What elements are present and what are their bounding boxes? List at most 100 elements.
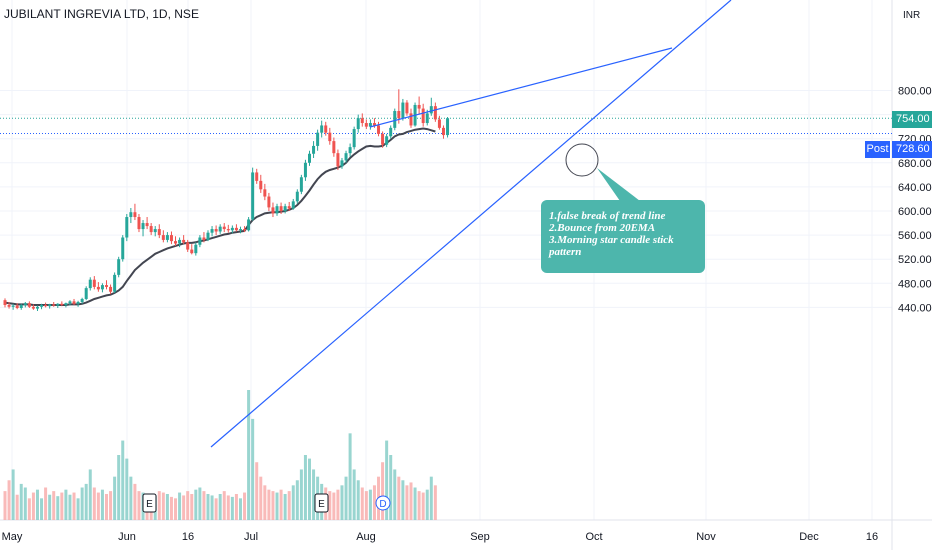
candle-body	[31, 306, 35, 309]
candle-body	[23, 303, 27, 305]
volume-bar	[267, 489, 271, 520]
candle-body	[218, 226, 222, 232]
time-tick-label: Jun	[118, 531, 136, 543]
volume-bar	[206, 494, 210, 520]
volume-bar	[259, 476, 263, 520]
candle-body	[377, 125, 381, 134]
candle-body	[149, 226, 153, 233]
volume-bar	[255, 462, 259, 520]
candle-body	[226, 229, 230, 231]
volume-bar	[372, 485, 376, 520]
candle-body	[133, 212, 137, 218]
candle-body	[441, 127, 445, 136]
volume-bar	[312, 469, 316, 520]
volume-bar	[202, 491, 206, 520]
volume-bar	[105, 494, 108, 520]
time-tick-label: Dec	[799, 531, 819, 543]
candle-body	[72, 301, 76, 304]
earnings-marker-2	[314, 493, 329, 513]
candle-body	[324, 125, 328, 133]
candle-body	[40, 304, 44, 307]
currency-label: INR	[903, 10, 921, 21]
volume-bar	[100, 489, 104, 520]
candle-body	[405, 102, 409, 114]
candle-body	[19, 304, 23, 309]
volume-bar	[425, 489, 429, 520]
candle-body	[238, 229, 242, 231]
volume-bar	[251, 418, 255, 520]
time-tick-label: 16	[866, 531, 878, 543]
candle-body	[389, 127, 393, 137]
volume-bar	[328, 491, 332, 520]
volume-bar	[364, 491, 368, 520]
candle-body	[291, 201, 295, 209]
volume-bar	[68, 494, 72, 520]
volume-bar	[283, 494, 287, 520]
volume-bar	[174, 498, 178, 520]
candle-body	[165, 235, 169, 240]
candle-body	[141, 223, 145, 230]
volume-bar	[7, 480, 11, 520]
candle-body	[360, 118, 364, 124]
candle-body	[344, 153, 348, 161]
candle-body	[68, 301, 72, 304]
price-tick-label: 680.00	[898, 158, 932, 170]
candle-body	[60, 303, 64, 305]
candle-body	[174, 241, 178, 244]
volume-bar	[247, 390, 251, 520]
candle-body	[198, 237, 202, 245]
candle-body	[113, 274, 117, 292]
volume-bar	[226, 495, 230, 520]
volume-bar	[84, 483, 88, 520]
volume-bar	[96, 492, 100, 520]
candle-body	[356, 118, 360, 130]
candle-body	[255, 172, 259, 181]
candle-body	[190, 249, 194, 254]
volume-bar	[238, 498, 242, 520]
volume-bar	[405, 485, 409, 520]
volume-bar	[271, 491, 275, 520]
candle-body	[84, 288, 88, 299]
volume-bar	[279, 489, 283, 520]
volume-bar	[352, 469, 356, 520]
volume-bar	[92, 487, 96, 520]
candle-body	[308, 153, 311, 163]
time-tick-label: Jul	[244, 531, 258, 543]
volume-bar	[243, 492, 247, 520]
volume-bar	[194, 489, 198, 520]
volume-bar	[60, 492, 64, 520]
volume-bar	[11, 469, 15, 520]
volume-bar	[186, 491, 190, 520]
candle-body	[76, 301, 80, 304]
candle-body	[11, 305, 15, 307]
earnings-marker-1	[142, 493, 157, 513]
volume-bar	[113, 476, 117, 520]
candle-body	[332, 141, 336, 154]
volume-bar	[234, 494, 238, 520]
volume-bar	[360, 487, 364, 520]
annotation-callout[interactable]: 1.false break of trend line 2.Bounce fro…	[541, 200, 705, 273]
candle-body	[7, 304, 11, 307]
candle-body	[312, 145, 316, 154]
candle-body	[109, 286, 113, 292]
candle-body	[259, 180, 263, 190]
candle-body	[409, 113, 413, 126]
candle-body	[27, 303, 31, 307]
candle-body	[96, 286, 100, 290]
candle-body	[3, 300, 7, 305]
volume-bar	[40, 498, 44, 520]
candle-body	[316, 132, 320, 146]
volume-bar	[413, 487, 417, 520]
candle-body	[372, 123, 376, 126]
volume-bar	[340, 485, 344, 520]
volume-bar	[214, 498, 218, 520]
volume-bar	[52, 491, 56, 520]
volume-bar	[178, 492, 182, 520]
volume-bar	[344, 476, 348, 520]
candle-body	[263, 189, 267, 197]
annotation-line-3: 3.Morning star candle stick pattern	[549, 234, 674, 258]
volume-bar	[275, 492, 279, 520]
volume-bar	[295, 480, 299, 520]
volume-bar	[161, 492, 165, 520]
